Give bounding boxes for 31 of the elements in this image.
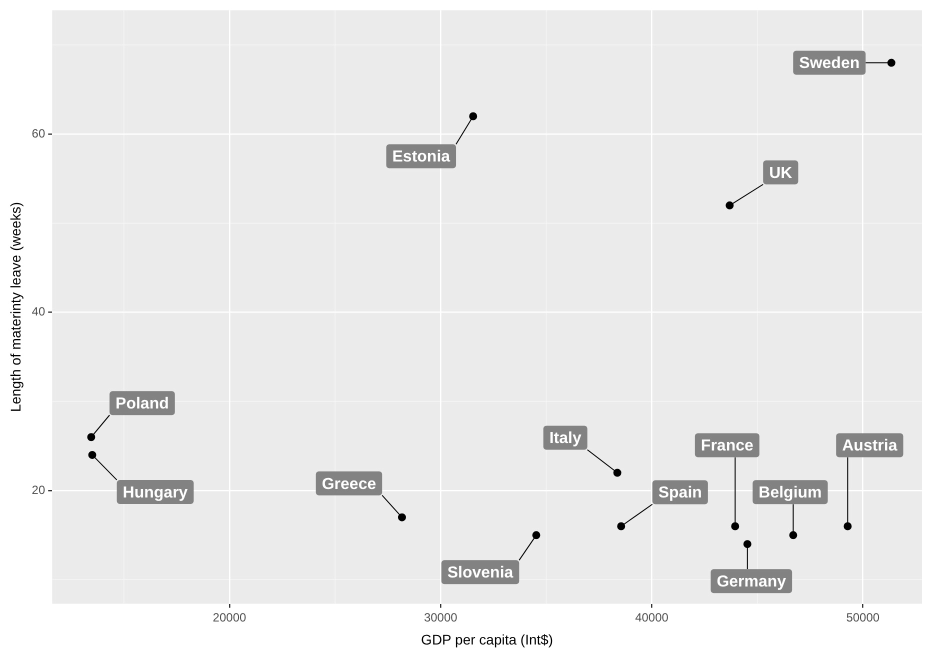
point [469, 112, 478, 120]
x-tick-label: 20000 [212, 610, 247, 624]
point [88, 450, 96, 459]
annotation: Slovenia [447, 564, 514, 582]
annotation: Greece [322, 476, 376, 493]
point [887, 58, 896, 67]
annotation: Italy [549, 430, 582, 448]
annotation: Poland [116, 396, 169, 413]
annotation: Austria [842, 438, 898, 455]
y-tick-label: 60 [32, 126, 46, 140]
y-tick-label: 40 [32, 304, 46, 319]
annotation: France [700, 438, 754, 455]
point [617, 522, 626, 530]
x-axis-title: GDP per capita (Int$) [421, 631, 554, 648]
x-tick-label: 30000 [424, 610, 458, 624]
x-tick-label: 40000 [635, 610, 669, 624]
annotation: Germany [716, 573, 786, 590]
annotation: Hungary [122, 484, 188, 502]
point [743, 540, 752, 548]
point [726, 201, 734, 210]
point [398, 513, 406, 522]
x-tick-label: 50000 [846, 610, 880, 624]
annotation: Estonia [392, 148, 450, 166]
y-axis-title: Length of materinty leave (weeks) [7, 202, 24, 412]
annotation: UK [769, 164, 793, 182]
annotation: Spain [658, 484, 702, 502]
point [87, 433, 96, 442]
y-tick-label: 20 [32, 482, 46, 497]
annotation: Sweden [799, 55, 860, 72]
annotation: Belgium [758, 484, 822, 502]
point [789, 531, 798, 540]
